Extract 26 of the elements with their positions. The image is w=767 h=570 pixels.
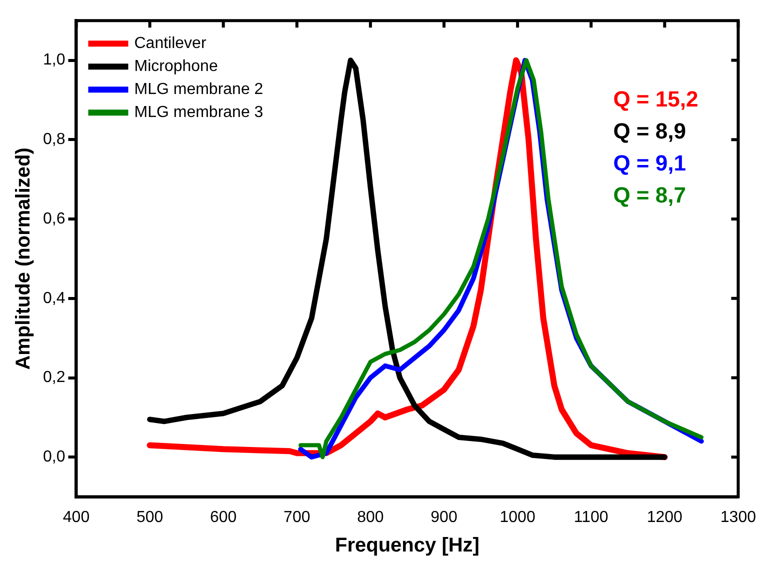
x-tick-label: 600 [210,508,237,526]
y-tick-label: 0,0 [42,448,66,466]
x-tick-label: 1300 [720,508,756,526]
x-tick-label: 800 [357,508,384,526]
annotation: Q = 8,7 [613,182,686,208]
x-tick-label: 700 [284,508,310,526]
annotation: Q = 9,1 [613,150,686,176]
legend-label: MLG membrane 2 [134,81,264,98]
annotation: Q = 8,9 [613,118,686,144]
y-tick-label: 0,4 [42,290,66,307]
legend-label: Cantilever [134,35,207,52]
legend-label: Microphone [134,58,218,76]
x-tick-label: 1100 [574,508,608,526]
y-tick-label: 0,6 [42,210,66,228]
x-tick-label: 1000 [500,508,536,526]
annotation: Q = 15,2 [613,86,698,112]
y-axis-title: Amplitude (normalized) [12,148,35,370]
x-tick-label: 500 [136,508,164,526]
x-tick-label: 900 [430,508,458,526]
x-tick-label: 1200 [646,508,683,526]
y-tick-label: 0,8 [42,131,66,148]
x-axis-title: Frequency [Hz] [334,534,480,557]
y-tick-label: 1,0 [42,52,66,69]
y-tick-label: 0,2 [42,369,66,386]
x-tick-label: 400 [62,508,90,526]
legend-label: MLG membrane 3 [134,104,264,122]
